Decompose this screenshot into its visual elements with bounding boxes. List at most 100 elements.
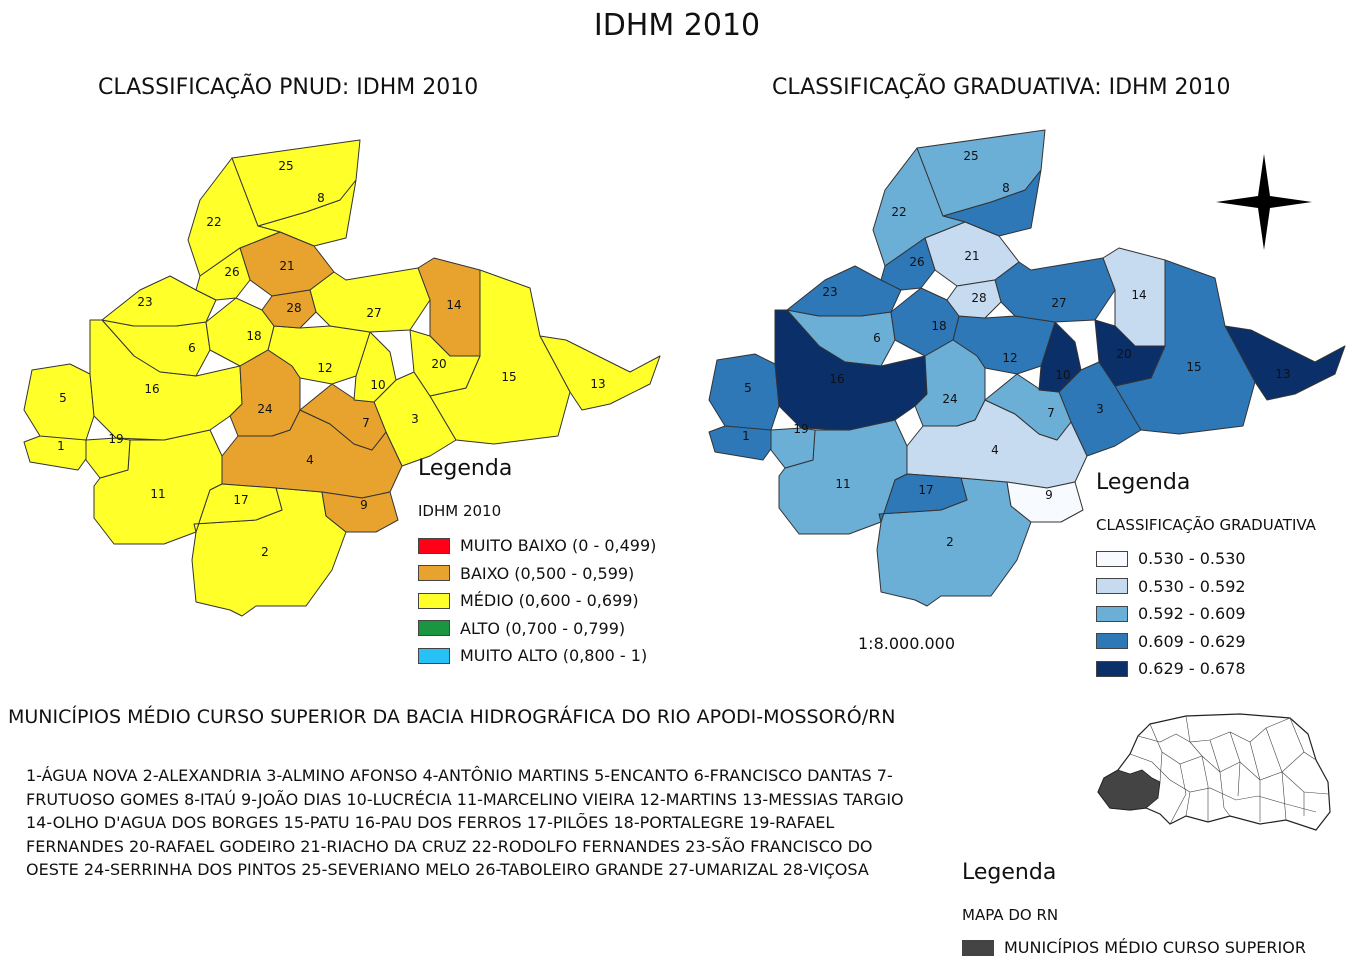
pnud-map: 1234567891011121314151617181920212223242… — [23, 139, 661, 617]
pnud-label-14: 14 — [446, 298, 461, 312]
pnud-label-26: 26 — [224, 265, 239, 279]
graduated-label-24: 24 — [942, 392, 957, 406]
rn-highlight-region — [1097, 769, 1161, 811]
pnud-municipality-5 — [23, 363, 95, 441]
pnud-label-1: 1 — [57, 439, 65, 453]
pnud-label-13: 13 — [590, 377, 605, 391]
graduated-label-4: 4 — [991, 443, 999, 457]
pnud-legend-swatch — [418, 592, 450, 609]
pnud-label-3: 3 — [411, 412, 419, 426]
graduated-legend-item: 0.592 - 0.609 — [1096, 604, 1246, 623]
graduated-municipality-20 — [1094, 319, 1166, 387]
graduated-label-20: 20 — [1116, 347, 1131, 361]
pnud-label-6: 6 — [188, 341, 196, 355]
pnud-municipality-26 — [195, 247, 251, 301]
pnud-municipality-20 — [409, 329, 481, 397]
pnud-municipality-11 — [93, 429, 223, 545]
graduated-label-19: 19 — [793, 422, 808, 436]
graduated-legend-label: 0.609 - 0.629 — [1138, 631, 1246, 651]
graduated-label-18: 18 — [931, 319, 946, 333]
left-map-title: CLASSIFICAÇÃO PNUD: IDHM 2010 — [98, 75, 479, 100]
rn-legend-subtitle: MAPA DO RN — [962, 906, 1059, 924]
pnud-legend-swatch — [418, 620, 450, 636]
graduated-municipality-17 — [878, 473, 968, 523]
graduated-label-2: 2 — [946, 535, 954, 549]
pnud-municipality-23 — [101, 275, 217, 327]
graduated-legend-swatch — [1096, 578, 1128, 594]
right-map-title: CLASSIFICAÇÃO GRADUATIVA: IDHM 2010 — [772, 75, 1231, 100]
pnud-legend-item: MUITO ALTO (0,800 - 1) — [418, 646, 647, 665]
graduated-label-21: 21 — [964, 249, 979, 263]
graduated-municipality-28 — [946, 279, 1002, 319]
rn-legend-label: MUNICÍPIOS MÉDIO CURSO SUPERIOR — [1004, 938, 1306, 957]
graduated-legend-swatch — [1096, 605, 1128, 622]
graduated-label-28: 28 — [971, 291, 986, 305]
graduated-legend-label: 0.530 - 0.530 — [1138, 549, 1246, 568]
graduated-municipality-23 — [786, 265, 902, 317]
graduated-label-16: 16 — [829, 372, 844, 386]
graduated-label-5: 5 — [744, 381, 752, 395]
graduated-label-14: 14 — [1131, 288, 1146, 302]
right-legend-title: Legenda — [1096, 470, 1191, 495]
graduated-label-9: 9 — [1045, 488, 1053, 502]
pnud-legend-item: ALTO (0,700 - 0,799) — [418, 619, 625, 638]
graduated-municipality-5 — [708, 353, 780, 431]
pnud-label-17: 17 — [233, 493, 248, 507]
graduated-municipality-27 — [994, 257, 1116, 323]
pnud-label-8: 8 — [317, 191, 325, 205]
rn-legend-swatch — [962, 939, 994, 956]
municipalities-heading: MUNICÍPIOS MÉDIO CURSO SUPERIOR DA BACIA… — [8, 706, 896, 728]
graduated-municipality-24 — [914, 339, 986, 427]
pnud-municipality-17 — [193, 483, 283, 533]
pnud-label-12: 12 — [317, 361, 332, 375]
pnud-municipality-19 — [85, 437, 131, 479]
pnud-label-20: 20 — [431, 357, 446, 371]
graduated-label-25: 25 — [963, 149, 978, 163]
pnud-legend-swatch — [418, 565, 450, 581]
graduated-municipality-26 — [880, 237, 936, 291]
pnud-label-22: 22 — [206, 215, 221, 229]
pnud-label-23: 23 — [137, 295, 152, 309]
pnud-label-7: 7 — [362, 416, 370, 430]
pnud-label-16: 16 — [144, 382, 159, 396]
pnud-label-10: 10 — [370, 378, 385, 392]
pnud-municipality-9 — [321, 491, 399, 533]
pnud-label-21: 21 — [279, 259, 294, 273]
graduated-municipality-25 — [916, 129, 1046, 217]
graduated-map: 1234567891011121314151617181920212223242… — [708, 129, 1346, 607]
graduated-label-3: 3 — [1096, 402, 1104, 416]
pnud-legend-item: BAIXO (0,500 - 0,599) — [418, 564, 634, 583]
graduated-municipality-19 — [770, 427, 816, 469]
compass-star-icon — [1216, 154, 1312, 250]
pnud-label-11: 11 — [150, 487, 165, 501]
graduated-label-10: 10 — [1055, 368, 1070, 382]
pnud-label-24: 24 — [257, 402, 272, 416]
graduated-label-26: 26 — [909, 255, 924, 269]
pnud-label-27: 27 — [366, 306, 381, 320]
graduated-label-6: 6 — [873, 331, 881, 345]
pnud-label-15: 15 — [501, 370, 516, 384]
pnud-municipality-25 — [231, 139, 361, 227]
graduated-label-23: 23 — [822, 285, 837, 299]
graduated-label-1: 1 — [742, 429, 750, 443]
pnud-legend-label: MUITO ALTO (0,800 - 1) — [460, 646, 648, 665]
pnud-legend-swatch — [418, 537, 450, 554]
graduated-legend-item: 0.530 - 0.592 — [1096, 577, 1246, 596]
pnud-label-25: 25 — [278, 159, 293, 173]
graduated-label-7: 7 — [1047, 406, 1055, 420]
rn-legend-item: MUNICÍPIOS MÉDIO CURSO SUPERIOR — [962, 938, 1306, 957]
pnud-legend-label: BAIXO (0,500 - 0,599) — [460, 563, 635, 583]
pnud-municipality-28 — [261, 289, 317, 329]
graduated-label-11: 11 — [835, 477, 850, 491]
municipalities-list: 1-ÁGUA NOVA 2-ALEXANDRIA 3-ALMINO AFONSO… — [26, 766, 904, 879]
left-legend-subtitle: IDHM 2010 — [418, 502, 502, 520]
left-legend-title: Legenda — [418, 456, 513, 481]
pnud-legend-label: MÉDIO (0,600 - 0,699) — [460, 591, 639, 610]
map-scale: 1:8.000.000 — [858, 634, 955, 653]
graduated-municipality-1 — [708, 425, 774, 461]
pnud-municipality-18 — [205, 297, 275, 367]
pnud-legend-swatch — [418, 647, 450, 664]
pnud-label-28: 28 — [286, 301, 301, 315]
rn-legend-title: Legenda — [962, 860, 1057, 885]
pnud-label-19: 19 — [108, 432, 123, 446]
